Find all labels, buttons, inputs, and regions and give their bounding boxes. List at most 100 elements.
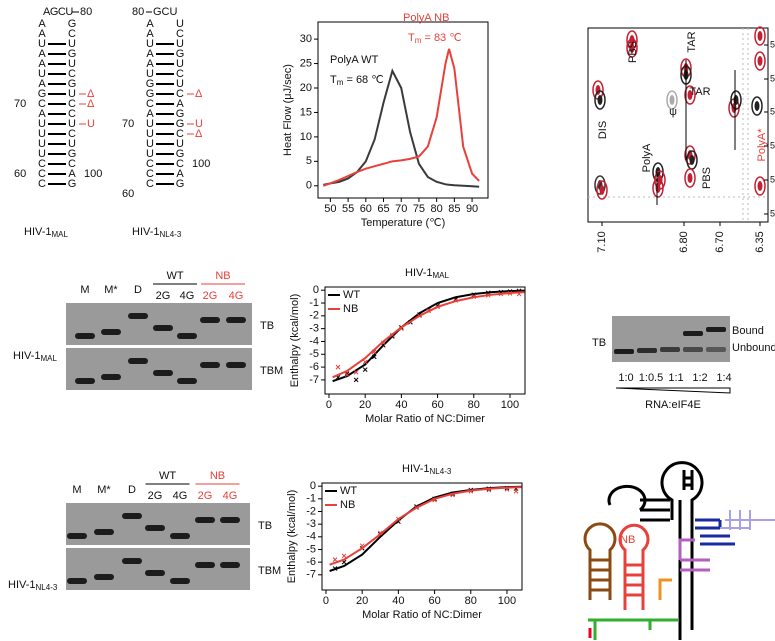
nmr-peak xyxy=(757,181,763,191)
plot-frame xyxy=(324,286,526,395)
gel-image xyxy=(612,316,730,362)
wedge xyxy=(615,387,731,394)
nucleotide: A xyxy=(38,28,46,40)
series-line xyxy=(329,485,522,572)
y-tick-label: 5.60 xyxy=(770,106,775,116)
nucleotide: U xyxy=(38,148,46,160)
annotation-tm: Tm = 68 ℃ xyxy=(330,74,384,87)
gel-band xyxy=(122,558,142,564)
position-number: 70 xyxy=(14,98,26,110)
lane-label: M xyxy=(80,284,89,296)
gel-band xyxy=(226,317,246,323)
group-label: NB xyxy=(210,470,225,482)
data-point xyxy=(371,349,377,355)
gel-title: HIV-1NL4-3 xyxy=(8,579,58,592)
nucleotide: G xyxy=(68,148,77,160)
nucleotide: U xyxy=(38,118,46,130)
y-tick-label: -5 xyxy=(306,543,316,555)
nmr-peak xyxy=(684,145,696,165)
nucleotide: A xyxy=(38,58,46,70)
peak-label: PBS xyxy=(701,167,713,189)
data-point xyxy=(332,566,338,571)
mutation-label: U xyxy=(195,118,203,130)
series-line xyxy=(332,289,525,383)
nmr-peak xyxy=(669,95,675,105)
nmr-peak xyxy=(754,51,766,71)
nmr-peak xyxy=(626,38,638,58)
lane-label: 2G xyxy=(148,490,163,502)
legend-label: WT xyxy=(343,289,360,301)
hairpin-title: HIV-1MAL xyxy=(24,226,69,239)
x-tick-label: 85 xyxy=(448,203,460,215)
nmr-peak xyxy=(594,90,606,110)
nucleotide: C xyxy=(38,98,46,110)
nucleotide: C xyxy=(146,98,154,110)
lane-label: M* xyxy=(104,284,118,296)
lane-label: 1:2 xyxy=(692,372,707,384)
hairpin-loop-number: 80 xyxy=(80,6,92,18)
mutation-label: Δ xyxy=(87,98,95,110)
nucleotide: A xyxy=(146,18,154,30)
y-tick-label: 20 xyxy=(300,82,312,94)
peak-label: TAR xyxy=(689,86,710,98)
lane-label: 4G xyxy=(180,290,195,302)
lane-label: 2G xyxy=(198,490,213,502)
y-tick-label: -5 xyxy=(309,348,319,360)
nucleotide: C xyxy=(146,178,154,190)
y-tick-label: -3 xyxy=(309,323,319,335)
position-number: 100 xyxy=(84,168,102,180)
diagram-label: NB xyxy=(620,534,635,546)
nucleotide: G xyxy=(68,48,77,60)
data-point xyxy=(362,367,368,373)
nucleotide: A xyxy=(38,78,46,90)
nucleotide: A xyxy=(146,48,154,60)
legend-label: NB xyxy=(343,303,358,315)
nucleotide: U xyxy=(38,68,46,80)
nucleotide: G xyxy=(176,108,185,120)
gel-band xyxy=(128,313,148,319)
lane-label: M xyxy=(72,484,81,496)
nucleotide: A xyxy=(38,108,46,120)
gel-image xyxy=(66,548,250,590)
gel-band xyxy=(177,333,197,339)
y-axis-label: Enthalpy (kcal/mol) xyxy=(289,294,301,388)
nucleotide: C xyxy=(146,158,154,170)
peak-label: PBS xyxy=(627,41,639,63)
x-tick-label: 80 xyxy=(431,203,443,215)
chart-title-sub: MAL xyxy=(433,271,450,280)
data-point xyxy=(396,516,401,522)
nmr-peak xyxy=(684,85,696,105)
gel-band xyxy=(75,378,95,384)
nucleotide: C xyxy=(146,168,154,180)
y-tick-label: 5.50 xyxy=(770,73,775,83)
gel-band xyxy=(101,374,121,380)
x-axis-label: Molar Ratio of NC:Dimer xyxy=(362,609,482,621)
group-label: NB xyxy=(215,270,230,282)
nmr-frame xyxy=(587,27,769,223)
gel-band xyxy=(101,329,121,335)
x-tick-label: 40 xyxy=(395,399,407,411)
data-point xyxy=(471,294,477,299)
nmr-peak xyxy=(730,90,742,110)
series-line xyxy=(323,68,480,188)
hairpin-title-main: HIV-1 xyxy=(132,226,160,238)
y-tick-label: 5.70 xyxy=(770,208,775,218)
x-tick-label: 50 xyxy=(324,203,336,215)
y-tick-label: 0 xyxy=(310,480,316,492)
data-point xyxy=(468,488,474,494)
chart-title-main: HIV-1 xyxy=(402,463,430,475)
rna-diagram xyxy=(583,461,775,640)
hairpin-title: HIV-1NL4-3 xyxy=(132,226,182,239)
gel-band xyxy=(200,362,220,368)
chart-title: HIV-1MAL xyxy=(405,267,450,280)
nucleotide: U xyxy=(68,88,76,100)
nmr-peak xyxy=(594,175,606,195)
plot-frame xyxy=(317,21,489,199)
hairpin-loop: GCU xyxy=(153,6,178,18)
nucleotide: G xyxy=(68,78,77,90)
position-number: 100 xyxy=(192,158,210,170)
y-tick-label: -4 xyxy=(306,531,316,543)
nucleotide: G xyxy=(176,178,185,190)
nucleotide: C xyxy=(38,168,46,180)
